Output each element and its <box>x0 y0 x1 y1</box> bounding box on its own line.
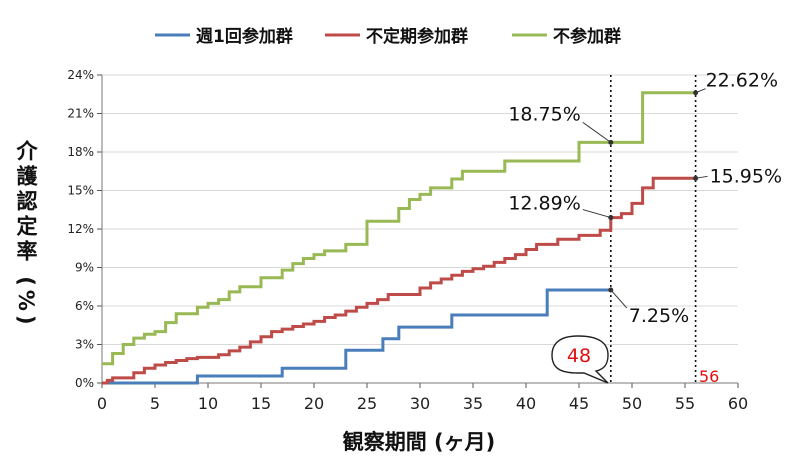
x-tick-label: 5 <box>150 394 160 413</box>
x-tick-label: 15 <box>251 394 271 413</box>
y-axis-title: 介護認定率 (%) <box>14 139 39 328</box>
callout-bubble-48: 48 <box>551 335 609 384</box>
x-tick-label: 45 <box>569 394 589 413</box>
gridlines <box>97 74 739 388</box>
x-tick-label: 50 <box>622 394 642 413</box>
y-tick-labels: 0% 3% 6% 9% 12% 15% 18% 21% 24% <box>67 68 94 390</box>
y-tick-label: 3% <box>75 338 94 352</box>
x-tick-label: 60 <box>728 394 748 413</box>
annotation-label: 15.95% <box>710 165 782 187</box>
annotation-leader <box>582 121 612 143</box>
reference-lines <box>609 75 697 383</box>
y-tick-label: 0% <box>75 376 94 390</box>
legend-label-irregular: 不定期参加群 <box>366 26 468 47</box>
annotation-label: 22.62% <box>706 70 778 92</box>
x-tick-label: 55 <box>675 394 695 413</box>
series-line <box>102 288 611 385</box>
y-tick-label: 6% <box>75 299 94 313</box>
series-line <box>102 176 696 385</box>
legend-label-nonparticipant: 不参加群 <box>553 26 621 47</box>
x-tick-label: 20 <box>304 394 324 413</box>
x-tick-label: 35 <box>463 394 483 413</box>
legend: 週1回参加群 不定期参加群 不参加群 <box>155 26 621 47</box>
legend-label-weekly: 週1回参加群 <box>196 26 293 47</box>
y-tick-label: 18% <box>67 145 94 159</box>
y-tick-label: 9% <box>75 261 94 275</box>
y-tick-label: 12% <box>67 222 94 236</box>
annotation-leader <box>695 175 708 179</box>
annotation-label: 7.25% <box>629 305 689 327</box>
annotation-leader <box>695 88 706 94</box>
x-axis-title: 観察期間 (ヶ月) <box>343 430 496 454</box>
annotations: 22.62% 18.75% 15.95% 12.89% 7.25% <box>508 70 782 327</box>
annotation-label: 12.89% <box>508 193 580 215</box>
callout-bubble-value: 48 <box>567 345 591 367</box>
y-tick-label: 15% <box>67 184 94 198</box>
marker-56-label: 56 <box>699 367 719 386</box>
annotation-label: 18.75% <box>508 103 580 125</box>
x-tick-label: 10 <box>198 394 218 413</box>
x-tick-label: 40 <box>516 394 536 413</box>
annotation-points <box>608 90 699 293</box>
annotation-leader <box>610 289 628 309</box>
y-tick-label: 24% <box>67 68 94 82</box>
series-line <box>102 91 696 366</box>
x-tick-label: 0 <box>97 394 107 413</box>
x-tick-labels: 0 5 10 15 20 25 30 35 40 45 50 55 60 <box>97 394 748 413</box>
series-lines <box>102 91 696 385</box>
annotation-leader <box>582 209 611 219</box>
y-tick-label: 21% <box>67 107 94 121</box>
x-tick-label: 25 <box>357 394 377 413</box>
x-tick-label: 30 <box>410 394 430 413</box>
callout-bubble-shape <box>551 335 609 384</box>
axes <box>101 75 738 384</box>
